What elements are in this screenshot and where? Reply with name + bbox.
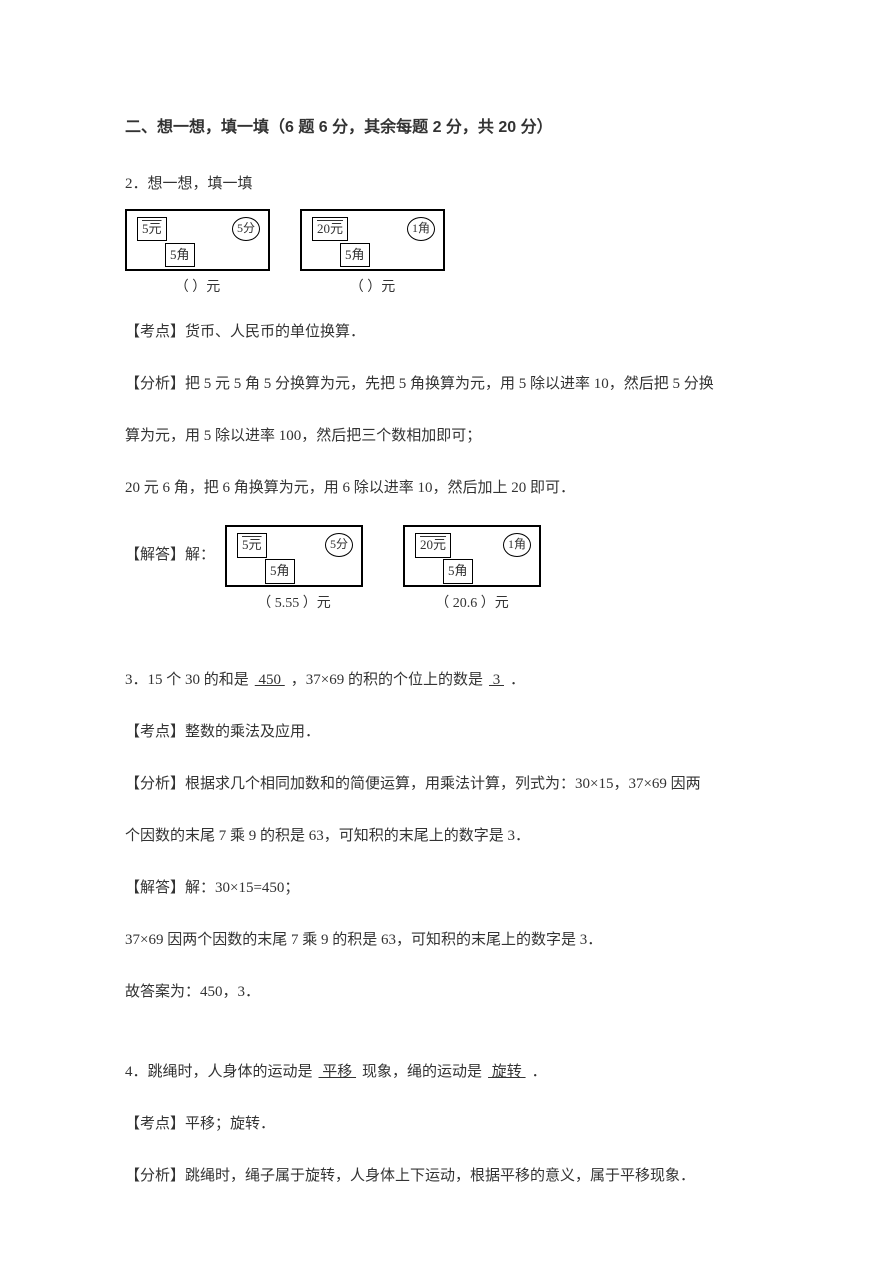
spacer	[125, 637, 768, 665]
q2-answer-prefix: 【解答】解：	[125, 525, 215, 567]
q4-stem-mid: 现象，绳的运动是	[362, 1064, 482, 1080]
q2-box2-yuan: 20元	[312, 217, 348, 242]
q3-blank1: 450	[249, 672, 291, 688]
q2-ansbox1-fen: 5分	[325, 533, 353, 557]
q3-stem-pre: 3．15 个 30 的和是	[125, 672, 249, 688]
q2-figure-row: 5元 5角 5分 （ ）元 20元 5角 1角 （ ）元	[125, 209, 768, 299]
q4-blank1: 平移	[313, 1064, 363, 1080]
q2-fenxi-2: 算为元，用 5 除以进率 100，然后把三个数相加即可；	[125, 421, 768, 451]
q2-kaopoint: 【考点】货币、人民币的单位换算．	[125, 317, 768, 347]
q4-stem-end: ．	[532, 1064, 547, 1080]
q2-box2-caption: （ ）元	[350, 277, 396, 299]
q3-solve-2: 37×69 因两个因数的末尾 7 乘 9 的积是 63，可知积的末尾上的数字是 …	[125, 925, 768, 955]
q3-stem: 3．15 个 30 的和是 450 ，37×69 的积的个位上的数是 3 ．	[125, 665, 768, 695]
q2-box1-wrap: 5元 5角 5分 （ ）元	[125, 209, 270, 299]
q4-kaopoint: 【考点】平移；旋转．	[125, 1109, 768, 1139]
q3-solve-1: 【解答】解：30×15=450；	[125, 873, 768, 903]
q3-blank2: 3	[483, 672, 510, 688]
q4-fenxi: 【分析】跳绳时，绳子属于旋转，人身体上下运动，根据平移的意义，属于平移现象．	[125, 1161, 768, 1191]
q2-ansbox2-wrap: 20元 5角 1角 （ 20.6 ）元	[403, 525, 541, 615]
q2-box1-jiao: 5角	[165, 243, 195, 268]
q2-ansbox1-wrap: 5元 5角 5分 （ 5.55 ）元	[225, 525, 363, 615]
q2-ansbox1-caption: （ 5.55 ）元	[257, 593, 331, 615]
q2-ansbox2-fen: 1角	[503, 533, 531, 557]
q2-box2-wrap: 20元 5角 1角 （ ）元	[300, 209, 445, 299]
q3-stem-end: ．	[510, 672, 525, 688]
q2-ansbox1-jiao: 5角	[265, 559, 295, 584]
q4-stem: 4．跳绳时，人身体的运动是 平移 现象，绳的运动是 旋转 ．	[125, 1057, 768, 1087]
q2-ansbox2: 20元 5角 1角	[403, 525, 541, 587]
q2-box2: 20元 5角 1角	[300, 209, 445, 271]
q2-box2-fen: 1角	[407, 217, 435, 241]
q2-ansbox2-jiao: 5角	[443, 559, 473, 584]
q2-box1-caption: （ ）元	[175, 277, 221, 299]
q2-stem: 2．想一想，填一填	[125, 169, 768, 199]
q4-stem-pre: 4．跳绳时，人身体的运动是	[125, 1064, 313, 1080]
q2-box1-yuan: 5元	[137, 217, 167, 242]
q2-ansbox2-caption: （ 20.6 ）元	[435, 593, 509, 615]
q2-box1: 5元 5角 5分	[125, 209, 270, 271]
q2-ansbox2-yuan: 20元	[415, 533, 451, 558]
q2-box2-jiao: 5角	[340, 243, 370, 268]
q3-kaopoint: 【考点】整数的乘法及应用．	[125, 717, 768, 747]
q2-answer-row: 【解答】解： 5元 5角 5分 （ 5.55 ）元 20元 5角 1角 （ 20…	[125, 525, 768, 615]
section-title: 二、想一想，填一填（6 题 6 分，其余每题 2 分，共 20 分）	[125, 115, 768, 141]
q4-blank2: 旋转	[482, 1064, 532, 1080]
q2-answer-boxes: 5元 5角 5分 （ 5.55 ）元 20元 5角 1角 （ 20.6 ）元	[225, 525, 541, 615]
q2-ansbox1-yuan: 5元	[237, 533, 267, 558]
q3-solve-3: 故答案为：450，3．	[125, 977, 768, 1007]
q2-fenxi-3: 20 元 6 角，把 6 角换算为元，用 6 除以进率 10，然后加上 20 即…	[125, 473, 768, 503]
q3-stem-mid: ，37×69 的积的个位上的数是	[291, 672, 483, 688]
q2-fenxi-1: 【分析】把 5 元 5 角 5 分换算为元，先把 5 角换算为元，用 5 除以进…	[125, 369, 768, 399]
q2-box1-fen: 5分	[232, 217, 260, 241]
q2-ansbox1: 5元 5角 5分	[225, 525, 363, 587]
q3-fenxi-2: 个因数的末尾 7 乘 9 的积是 63，可知积的末尾上的数字是 3．	[125, 821, 768, 851]
q3-fenxi-1: 【分析】根据求几个相同加数和的简便运算，用乘法计算，列式为：30×15，37×6…	[125, 769, 768, 799]
spacer	[125, 1029, 768, 1057]
